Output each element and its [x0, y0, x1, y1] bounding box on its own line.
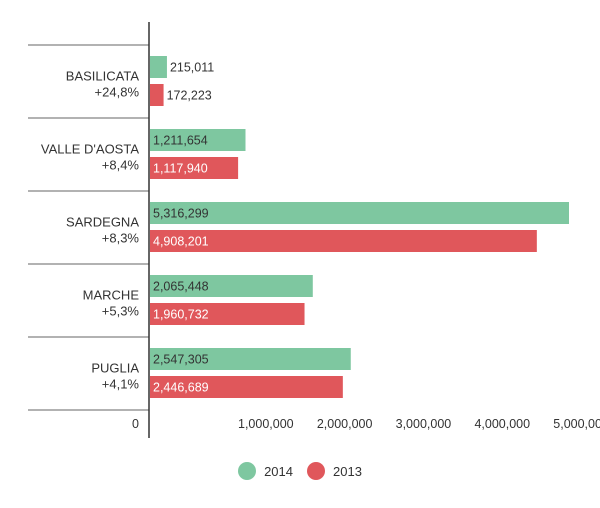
data-label: 1,211,654 [153, 134, 208, 148]
bar-2013-puglia [150, 376, 343, 398]
legend-label-2013: 2013 [333, 463, 362, 479]
x-tick-label: 3,000,000 [396, 417, 452, 431]
category-change-label: +5,3% [102, 304, 140, 319]
x-tick-label: 1,000,000 [238, 417, 294, 431]
data-label: 5,316,299 [153, 207, 209, 221]
data-label: 2,446,689 [153, 381, 209, 395]
chart-legend: 2014 2013 [0, 456, 600, 486]
category-change-label: +8,4% [102, 158, 140, 173]
category-change-label: +8,3% [102, 231, 140, 246]
bar-2013-marche [150, 303, 305, 325]
bar-2014-puglia [150, 348, 351, 370]
x-tick-label: 2,000,000 [317, 417, 373, 431]
legend-item-2014[interactable]: 2014 [238, 462, 293, 480]
legend-label-2014: 2014 [264, 463, 293, 479]
bar-2013-sardegna [150, 230, 537, 252]
legend-swatch-2014 [238, 462, 257, 480]
category-change-label: +24,8% [95, 85, 140, 100]
bar-2014-basilicata [150, 56, 167, 78]
data-label: 2,065,448 [153, 280, 209, 294]
legend-item-2013[interactable]: 2013 [307, 462, 362, 480]
data-label: 215,011 [170, 61, 214, 75]
category-label: BASILICATA [66, 69, 140, 84]
x-tick-label: 0 [132, 417, 139, 431]
category-label: VALLE D'AOSTA [41, 142, 139, 157]
category-label: SARDEGNA [66, 215, 139, 230]
data-label: 2,547,305 [153, 353, 209, 367]
bar-chart: BASILICATA+24,8% 215,011 172,223 VALLE D'AO… [28, 22, 600, 438]
bar-2013-valle-d-aosta [150, 157, 239, 179]
category-change-label: +4,1% [102, 377, 140, 392]
category-label: PUGLIA [91, 361, 139, 376]
data-label: 4,908,201 [153, 235, 209, 249]
x-tick-label: 4,000,000 [474, 417, 530, 431]
x-tick-label: 5,000,000 [553, 417, 600, 431]
legend-swatch-2013 [307, 462, 325, 480]
bar-2014-valle-d-aosta [150, 129, 246, 151]
bar-2014-marche [150, 275, 313, 297]
data-label: 1,960,732 [153, 308, 209, 322]
data-label: 172,223 [167, 89, 212, 103]
bar-2013-basilicata [150, 84, 164, 106]
bar-2014-sardegna [150, 202, 569, 224]
category-label: MARCHE [83, 288, 140, 303]
data-label: 1,117,940 [153, 162, 208, 176]
